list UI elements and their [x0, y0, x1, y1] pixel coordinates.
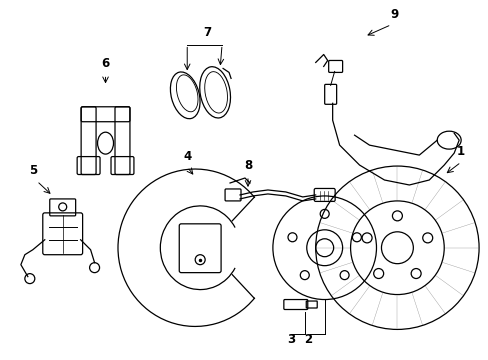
Text: 2: 2: [303, 333, 311, 346]
Text: 7: 7: [203, 26, 211, 39]
Text: 8: 8: [244, 159, 252, 172]
Text: 9: 9: [389, 8, 398, 21]
Text: 4: 4: [183, 150, 191, 163]
Text: 6: 6: [101, 58, 109, 71]
Text: 1: 1: [456, 145, 464, 158]
Text: 3: 3: [286, 333, 294, 346]
Text: 5: 5: [29, 164, 37, 177]
